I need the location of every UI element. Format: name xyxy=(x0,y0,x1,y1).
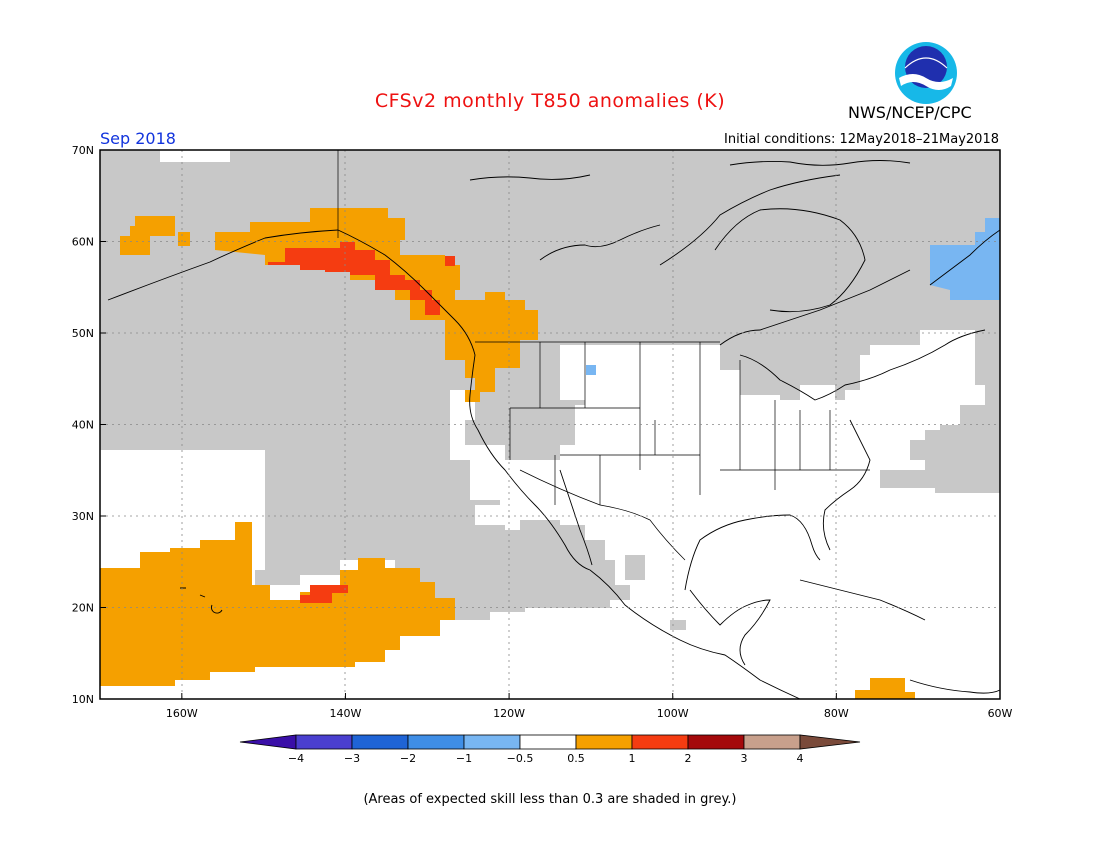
lon-label: 100W xyxy=(657,707,689,720)
longitude-labels: 160W 140W 120W 100W 80W 60W xyxy=(166,693,1013,720)
skill-note: (Areas of expected skill less than 0.3 a… xyxy=(363,792,737,807)
colorbar-swatch xyxy=(575,734,633,750)
graticule xyxy=(100,150,1000,699)
colorbar-label: 1 xyxy=(629,752,636,765)
colorbar-label: −1 xyxy=(456,752,472,765)
lon-label: 160W xyxy=(166,707,198,720)
noaa-logo xyxy=(895,42,957,104)
political-borders xyxy=(337,150,870,561)
lon-label: 60W xyxy=(988,707,1013,720)
map-title: CFSv2 monthly T850 anomalies (K) xyxy=(374,90,726,112)
colorbar-arrow-right xyxy=(799,734,861,750)
colorbar-label: 2 xyxy=(685,752,692,765)
colorbar-swatch xyxy=(463,734,521,750)
lon-label: 80W xyxy=(824,707,849,720)
colorbar-label: 4 xyxy=(797,752,804,765)
colorbar-swatch xyxy=(631,734,689,750)
colorbar-label: 0.5 xyxy=(567,752,585,765)
agency-label: NWS/NCEP/CPC xyxy=(848,103,972,122)
colorbar-swatch xyxy=(407,734,465,750)
colorbar: −4 −3 −2 −1 −0.5 0.5 1 2 3 4 xyxy=(239,734,861,765)
lat-label: 60N xyxy=(72,236,94,249)
colorbar-label: 3 xyxy=(741,752,748,765)
colorbar-label: −0.5 xyxy=(507,752,534,765)
colorbar-swatch xyxy=(743,734,801,750)
strong-positive-anomaly-regions xyxy=(268,242,455,603)
lat-label: 70N xyxy=(72,144,94,157)
lat-label: 40N xyxy=(72,419,94,432)
colorbar-label: −3 xyxy=(344,752,360,765)
lat-label: 10N xyxy=(72,693,94,706)
lat-label: 30N xyxy=(72,510,94,523)
colorbar-arrow-left xyxy=(239,734,297,750)
colorbar-swatch xyxy=(351,734,409,750)
coastlines xyxy=(107,160,1000,699)
anomaly-map: 70N 60N 50N 40N 30N 20N 10N 160W 140W 120W 100W 80… xyxy=(72,144,1013,720)
lat-label: 20N xyxy=(72,602,94,615)
lat-label: 50N xyxy=(72,327,94,340)
lon-label: 140W xyxy=(330,707,362,720)
lon-label: 120W xyxy=(493,707,525,720)
initial-conditions-label: Initial conditions: 12May2018–21May2018 xyxy=(724,132,999,147)
colorbar-swatch xyxy=(687,734,745,750)
valid-month-label: Sep 2018 xyxy=(100,129,176,148)
colorbar-label: −2 xyxy=(400,752,416,765)
colorbar-label: −4 xyxy=(288,752,304,765)
colorbar-swatch xyxy=(519,734,577,750)
colorbar-swatch xyxy=(295,734,353,750)
latitude-labels: 70N 60N 50N 40N 30N 20N 10N xyxy=(72,144,106,706)
